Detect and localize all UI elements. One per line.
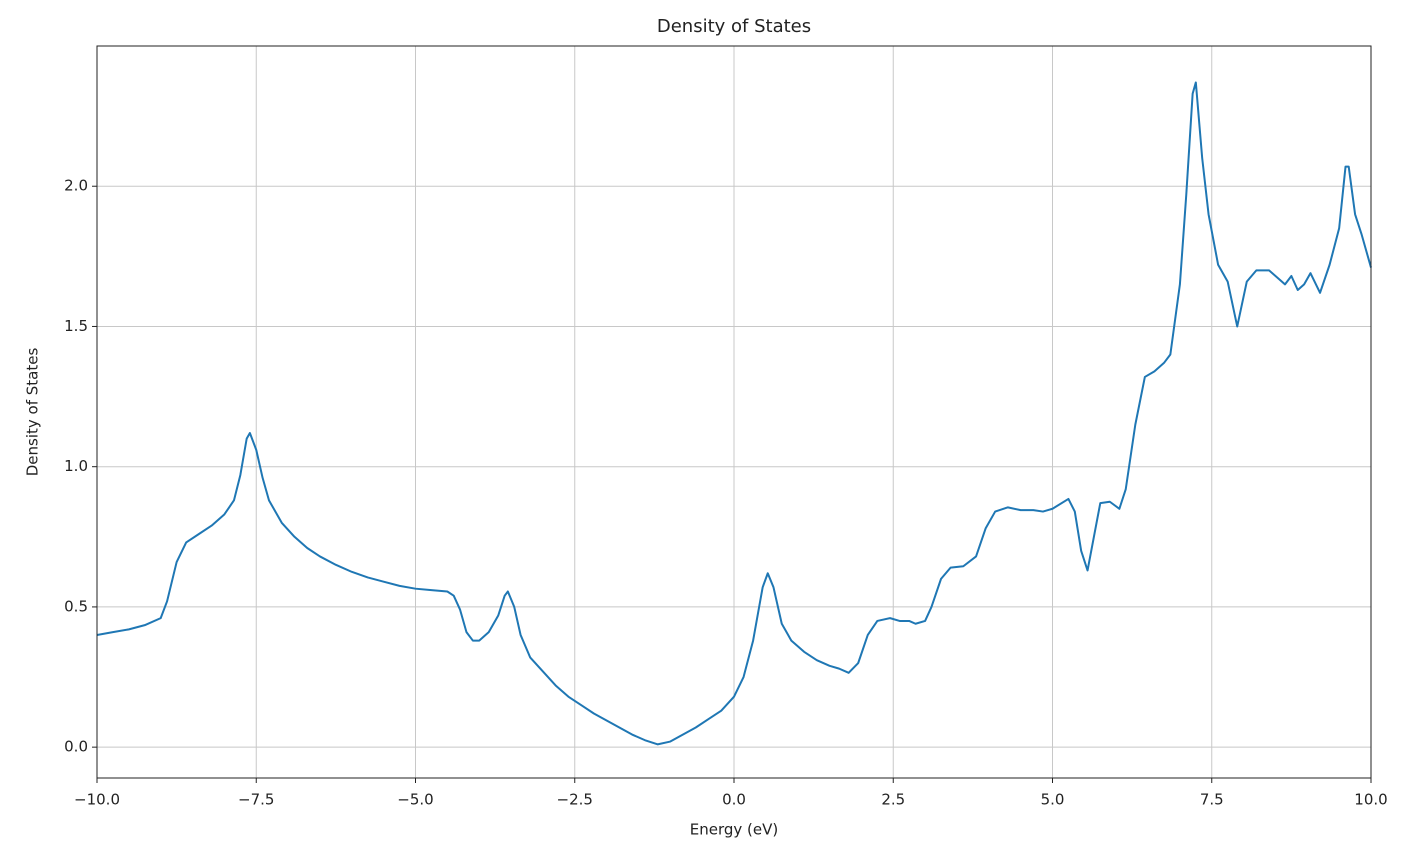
plot-frame bbox=[96, 45, 1372, 779]
y-axis-label: Density of States bbox=[24, 348, 42, 477]
x-tick-label: 2.5 bbox=[881, 791, 905, 809]
x-tick-label: 5.0 bbox=[1041, 791, 1065, 809]
x-tick-label: 7.5 bbox=[1200, 791, 1224, 809]
y-tick-label: 0.5 bbox=[64, 597, 88, 615]
x-tick-label: −2.5 bbox=[557, 791, 593, 809]
y-tick-label: 1.0 bbox=[64, 457, 88, 475]
chart-title: Density of States bbox=[657, 16, 811, 37]
data-line bbox=[96, 81, 1372, 746]
x-tick-label: −7.5 bbox=[238, 791, 274, 809]
x-tick-label: −10.0 bbox=[74, 791, 120, 809]
x-tick-label: −5.0 bbox=[397, 791, 433, 809]
x-tick-label: 0.0 bbox=[722, 791, 746, 809]
y-tick-label: 0.0 bbox=[64, 738, 88, 756]
x-tick-label: 10.0 bbox=[1354, 791, 1387, 809]
x-axis-label: Energy (eV) bbox=[690, 821, 778, 839]
y-tick-label: 2.0 bbox=[64, 177, 88, 195]
y-tick-label: 1.5 bbox=[64, 317, 88, 335]
